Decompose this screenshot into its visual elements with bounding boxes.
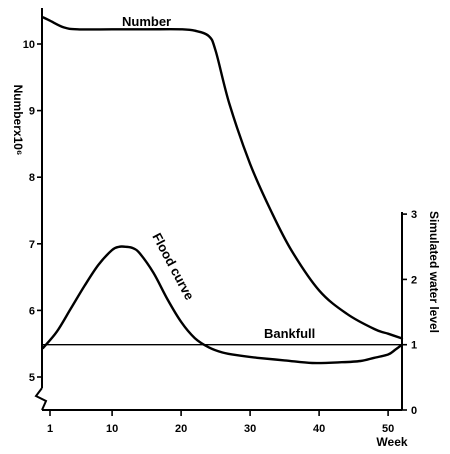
left-tick-label: 8	[29, 172, 35, 184]
x-axis-label: Week	[376, 435, 407, 449]
left-tick-label: 7	[29, 239, 35, 251]
flood-series-line	[41, 245, 404, 365]
left-axis-label: Numberx10⁶	[11, 85, 25, 156]
x-tick-label: 30	[244, 423, 256, 435]
flood-curve-annotation: Flood curve	[149, 230, 197, 302]
right-tick-label: 2	[411, 274, 417, 286]
left-tick-label: 6	[29, 305, 35, 317]
x-tick-label: 10	[106, 423, 118, 435]
right-tick-label: 1	[411, 340, 417, 352]
number-annotation: Number	[122, 14, 171, 29]
right-tick-label: 0	[411, 405, 417, 417]
axis-break-marker	[34, 387, 48, 411]
bankfull-annotation: Bankfull	[264, 326, 315, 341]
x-tick-label: 50	[382, 423, 394, 435]
x-tick-label: 40	[313, 423, 325, 435]
number-series-line	[41, 16, 404, 340]
right-ticks: 0 1 2 3	[402, 209, 417, 417]
right-axis-label: Simulated water level	[427, 211, 441, 333]
left-axis: Numberx10⁶	[11, 8, 48, 411]
x-tick-label: 1	[47, 423, 53, 435]
left-tick-label: 5	[29, 372, 35, 384]
x-axis: Week	[42, 409, 408, 449]
x-tick-label: 20	[175, 423, 187, 435]
x-ticks: 1 10 20 30 40 50	[47, 410, 394, 435]
left-tick-label: 10	[23, 39, 35, 51]
right-tick-label: 3	[411, 209, 417, 221]
right-axis: Simulated water level	[401, 211, 441, 410]
left-tick-label: 9	[29, 106, 35, 118]
left-ticks: 5 6 7 8 9 10	[23, 39, 42, 384]
